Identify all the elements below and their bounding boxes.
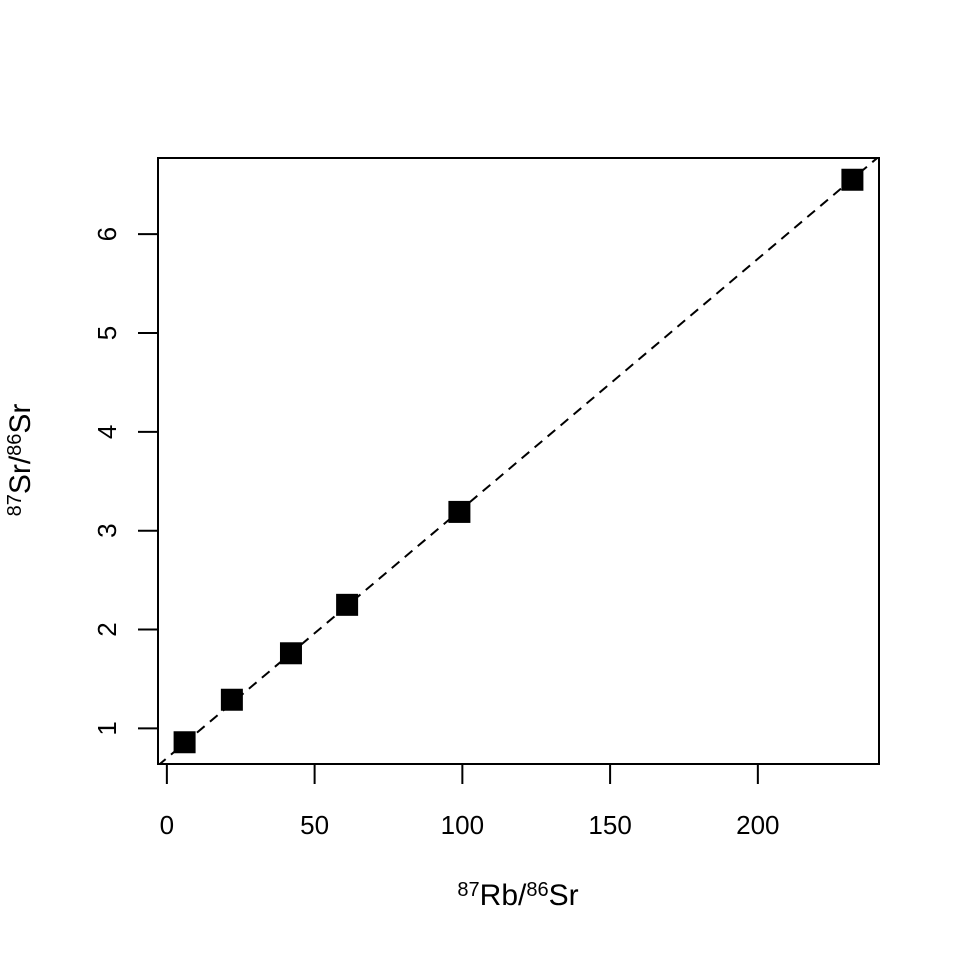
x-tick-label: 200	[736, 810, 779, 840]
y-tick-label: 3	[92, 523, 122, 537]
reference-line	[158, 158, 879, 764]
y-tick-label: 2	[92, 622, 122, 636]
x-axis-title: 87Rb/86Sr	[457, 879, 578, 912]
data-point	[279, 642, 302, 665]
x-tick-label: 0	[160, 810, 174, 840]
y-tick-label: 5	[92, 326, 122, 340]
data-point	[220, 688, 243, 711]
x-axis: 0 50 100 150 200	[160, 763, 780, 840]
data-points	[173, 168, 864, 754]
y-tick-label: 6	[92, 227, 122, 241]
y-axis: 1 2 3 4 5 6	[92, 227, 159, 736]
data-point	[841, 168, 864, 191]
y-tick-label: 1	[92, 721, 122, 735]
data-point	[173, 731, 196, 754]
y-axis-title: 87Sr/86Sr	[4, 404, 37, 517]
y-tick-label: 4	[92, 425, 122, 439]
data-point	[336, 593, 359, 616]
x-tick-label: 50	[300, 810, 329, 840]
x-tick-label: 100	[441, 810, 484, 840]
x-tick-label: 150	[588, 810, 631, 840]
data-point	[448, 500, 471, 523]
